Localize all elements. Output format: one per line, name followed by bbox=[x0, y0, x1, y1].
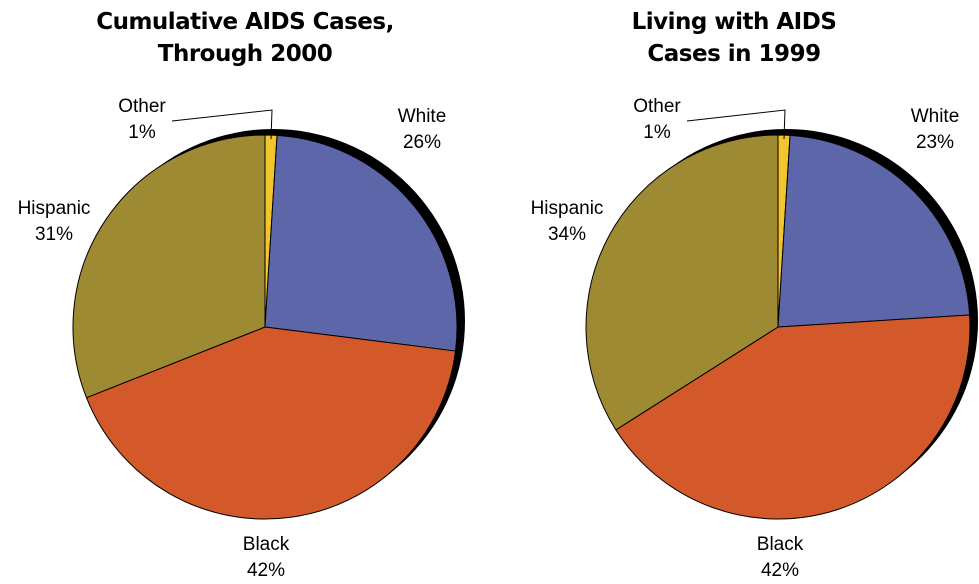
slice-name: Hispanic bbox=[17, 198, 91, 219]
pie-chart-living-with-aids: Living with AIDS Cases in 1999 White 23%… bbox=[489, 0, 979, 581]
slice-name: Other bbox=[118, 96, 166, 117]
pie-slice-hispanic bbox=[585, 134, 779, 431]
pie-chart-svg bbox=[72, 109, 465, 520]
chart-title-line-2: Cases in 1999 bbox=[647, 41, 821, 67]
slice-label-white: White 26% bbox=[398, 104, 447, 156]
slice-percent: 34% bbox=[547, 224, 587, 245]
slice-percent: 42% bbox=[246, 560, 286, 581]
leader-line-other bbox=[171, 109, 273, 140]
chart-title-line-1: Living with AIDS bbox=[631, 9, 837, 35]
pie-slice-white bbox=[264, 134, 458, 352]
pie-slice-hispanic bbox=[72, 134, 266, 399]
slice-percent: 1% bbox=[643, 122, 671, 143]
slice-name: White bbox=[910, 106, 960, 127]
slice-name: Other bbox=[633, 96, 681, 117]
leader-line-other bbox=[686, 109, 786, 140]
slice-label-white: White 23% bbox=[911, 104, 960, 156]
slice-name: White bbox=[397, 106, 447, 127]
pie-slice-black bbox=[615, 314, 971, 520]
slice-name: Hispanic bbox=[530, 198, 604, 219]
slice-name: Black bbox=[756, 534, 804, 555]
slice-name: Black bbox=[242, 534, 290, 555]
slice-label-hispanic: Hispanic 31% bbox=[18, 196, 91, 248]
slice-percent: 31% bbox=[34, 224, 74, 245]
slice-percent: 23% bbox=[915, 132, 955, 153]
slice-percent: 42% bbox=[760, 560, 800, 581]
pie-chart-svg bbox=[585, 109, 978, 520]
pie-chart-cumulative: Cumulative AIDS Cases, Through 2000 Whit… bbox=[0, 0, 490, 581]
chart-title: Cumulative AIDS Cases, Through 2000 bbox=[0, 6, 490, 70]
slice-label-other: Other 1% bbox=[633, 94, 681, 146]
slice-label-black: Black 42% bbox=[757, 532, 803, 584]
slice-label-black: Black 42% bbox=[243, 532, 289, 584]
chart-title-line-1: Cumulative AIDS Cases, bbox=[96, 9, 394, 35]
chart-title: Living with AIDS Cases in 1999 bbox=[489, 6, 979, 70]
chart-title-line-2: Through 2000 bbox=[157, 41, 333, 67]
slice-label-hispanic: Hispanic 34% bbox=[531, 196, 604, 248]
pie-slice-black bbox=[85, 326, 456, 520]
slice-label-other: Other 1% bbox=[118, 94, 166, 146]
slice-percent: 26% bbox=[402, 132, 442, 153]
slice-percent: 1% bbox=[128, 122, 156, 143]
pie-slice-white bbox=[777, 134, 971, 328]
